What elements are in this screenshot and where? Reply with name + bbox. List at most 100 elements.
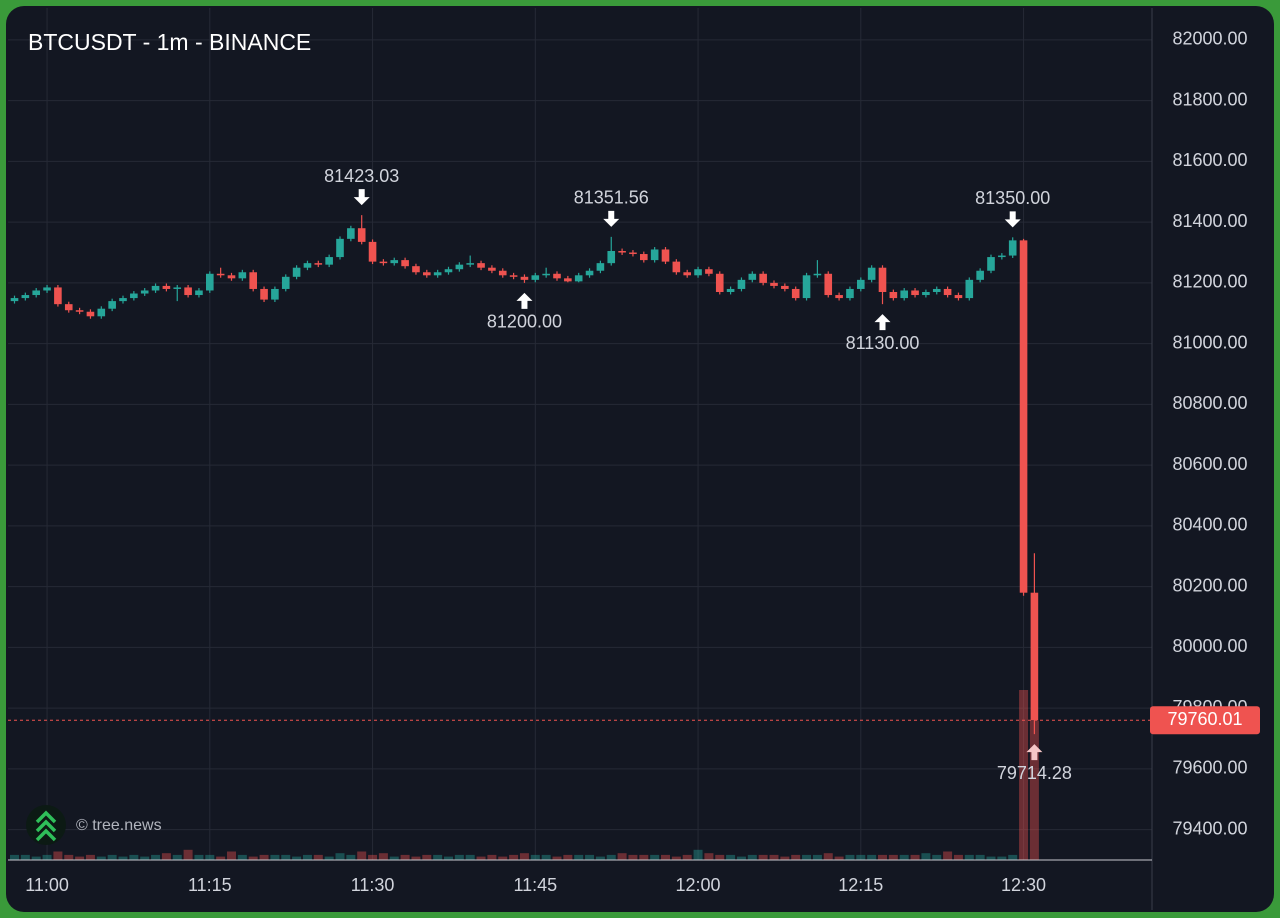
volume-bar — [107, 854, 117, 860]
candle-body — [607, 250, 616, 264]
candle-body — [509, 275, 518, 277]
volume-bar — [726, 854, 736, 860]
volume-bar — [812, 854, 822, 860]
candle-body — [271, 288, 279, 300]
volume-bar — [953, 854, 963, 860]
marker-arrow — [1026, 744, 1043, 761]
candles — [10, 215, 1039, 735]
candle-body — [954, 295, 963, 299]
candle-body — [932, 288, 941, 292]
volume-bar — [519, 853, 529, 860]
candle-body — [64, 304, 73, 311]
marker-arrow — [1004, 211, 1021, 228]
volume-bar — [1019, 690, 1029, 860]
volume-bar — [151, 854, 161, 860]
volume-bar — [498, 856, 508, 860]
volume-bar — [31, 856, 41, 860]
candle-body — [553, 273, 561, 279]
volume-bar — [324, 856, 334, 860]
volume-bar — [867, 854, 877, 860]
candle-body — [542, 273, 550, 276]
volume-bar — [704, 853, 714, 860]
candle-body — [564, 278, 572, 282]
volume-bar — [932, 854, 942, 860]
candle-body — [314, 263, 323, 265]
volume-bar — [617, 853, 627, 860]
candle-body — [260, 288, 268, 300]
candle-body — [748, 273, 757, 280]
candle-body — [878, 267, 887, 292]
last-price-label: 79760.01 — [1167, 709, 1242, 729]
candle-body — [672, 261, 681, 273]
y-tick-label: 81200.00 — [1172, 272, 1247, 292]
candle-body — [694, 269, 702, 276]
volume-bar — [997, 856, 1007, 860]
volume-bar — [205, 854, 215, 860]
volume-bar — [487, 854, 497, 860]
x-tick-label: 12:30 — [1001, 875, 1046, 895]
candle-body — [965, 279, 974, 299]
y-tick-label: 82000.00 — [1172, 29, 1247, 49]
volume-bar — [671, 856, 681, 860]
volume-bar — [335, 853, 345, 860]
candle-body — [401, 260, 409, 267]
volume-bar — [899, 854, 909, 860]
candle-body — [86, 311, 95, 317]
candle-body — [303, 263, 312, 268]
volume-bar — [1008, 854, 1018, 860]
volume-bar — [509, 854, 519, 860]
volume-bar — [628, 854, 638, 860]
candle-body — [466, 263, 474, 265]
volume-bar — [476, 856, 486, 860]
candle-body — [119, 298, 127, 302]
volume-bar — [769, 854, 779, 860]
candle-body — [867, 267, 876, 280]
candle-body — [477, 263, 485, 268]
candle-body — [759, 273, 767, 283]
candle-body — [1019, 240, 1028, 593]
volume-bar — [237, 854, 247, 860]
candle-body — [108, 301, 116, 309]
volume-bar — [411, 856, 421, 860]
candle-body — [368, 241, 377, 262]
volume-bar — [292, 856, 302, 860]
volume-bar — [378, 853, 388, 860]
volume-bar — [248, 856, 258, 860]
marker-label: 81351.56 — [574, 188, 649, 208]
volume-bar — [791, 854, 801, 860]
volume-bar — [802, 854, 812, 860]
volume-bar — [780, 856, 790, 860]
candle-body — [357, 228, 366, 242]
marker-label: 81350.00 — [975, 188, 1050, 208]
candle-body — [846, 288, 854, 299]
grid — [8, 8, 1152, 860]
candle-body — [336, 238, 344, 258]
y-tick-label: 79400.00 — [1172, 818, 1247, 838]
volume-bar — [172, 854, 182, 860]
candle-body — [32, 290, 40, 296]
candle-body — [802, 275, 811, 299]
candle-body — [347, 228, 355, 239]
volume-bar — [433, 854, 443, 860]
candle-body — [292, 267, 301, 277]
last-price-box — [1150, 706, 1260, 735]
volume-bar — [64, 854, 74, 860]
candle-body — [835, 295, 843, 299]
candle-body — [423, 272, 431, 276]
candle-body — [683, 272, 691, 276]
candle-body — [173, 287, 182, 289]
volume-bar — [96, 856, 106, 860]
panel — [6, 6, 1274, 912]
marker-label: 81423.03 — [324, 166, 399, 186]
candle-body — [162, 285, 171, 289]
volume-bar — [118, 856, 128, 860]
y-tick-label: 80800.00 — [1172, 393, 1247, 413]
candle-body — [227, 275, 236, 279]
volume-bar — [400, 854, 410, 860]
volume-bar — [161, 853, 171, 860]
candle-body — [238, 272, 247, 279]
marker-arrow — [874, 314, 891, 331]
volume-bar — [465, 854, 475, 860]
candle-body — [998, 255, 1006, 258]
